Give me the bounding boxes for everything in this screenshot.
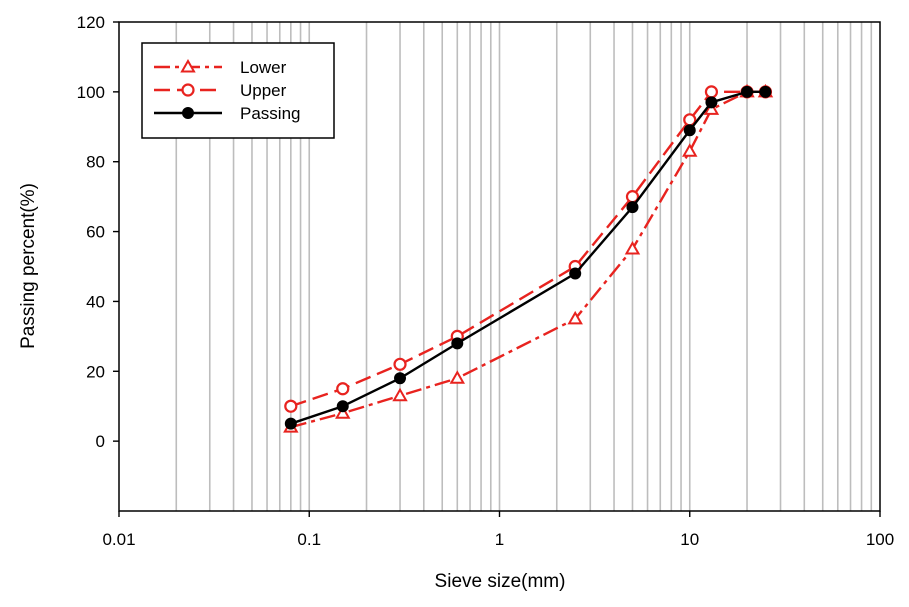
x-tick-label: 1 bbox=[495, 530, 504, 549]
data-point-passing bbox=[336, 400, 349, 413]
y-axis-title: Passing percent(%) bbox=[18, 183, 39, 349]
series-group bbox=[283, 83, 774, 433]
data-point-passing bbox=[741, 85, 754, 98]
series-line-passing bbox=[290, 90, 766, 425]
data-point-upper bbox=[393, 357, 407, 371]
data-point-upper bbox=[704, 85, 719, 99]
series-upper bbox=[284, 85, 773, 413]
data-point-lower bbox=[449, 370, 466, 384]
data-point-passing bbox=[451, 337, 464, 350]
legend-marker-upper bbox=[181, 83, 195, 97]
legend-box bbox=[141, 42, 335, 139]
data-point-lower bbox=[624, 241, 641, 255]
x-tick-label: 0.01 bbox=[102, 530, 135, 549]
series-passing bbox=[284, 85, 772, 430]
series-line-lower bbox=[290, 90, 766, 429]
data-point-passing bbox=[705, 96, 718, 109]
series-lower bbox=[283, 83, 774, 433]
y-tick-label: 0 bbox=[96, 432, 105, 451]
y-tick-label: 80 bbox=[86, 153, 105, 172]
data-point-lower bbox=[335, 405, 351, 419]
data-point-upper bbox=[284, 399, 298, 413]
y-tick-label: 120 bbox=[77, 13, 105, 32]
data-point-passing bbox=[759, 85, 772, 98]
legend-marker-passing bbox=[182, 107, 194, 119]
data-point-lower bbox=[682, 143, 698, 157]
data-point-passing bbox=[626, 201, 639, 214]
data-point-lower bbox=[392, 387, 408, 402]
data-point-lower bbox=[567, 310, 583, 325]
axis-ticks: 0 20 40 60 80 100 120 0.01 0.1 1 10 100 bbox=[77, 13, 895, 549]
data-point-upper bbox=[336, 382, 350, 396]
y-tick-label: 100 bbox=[77, 83, 105, 102]
y-tick-label: 40 bbox=[86, 292, 105, 311]
x-tick-label: 10 bbox=[680, 530, 699, 549]
data-point-passing bbox=[569, 267, 582, 280]
legend-label-lower: Lower bbox=[240, 58, 287, 77]
legend-label-upper: Upper bbox=[240, 81, 287, 100]
data-point-passing bbox=[284, 417, 297, 430]
legend: Lower Upper Passing bbox=[141, 42, 335, 139]
x-tick-label: 0.1 bbox=[297, 530, 321, 549]
x-axis-title: Sieve size(mm) bbox=[435, 571, 566, 592]
legend-label-passing: Passing bbox=[240, 104, 300, 123]
x-tick-label: 100 bbox=[866, 530, 894, 549]
y-tick-label: 60 bbox=[86, 223, 105, 242]
legend-marker-lower bbox=[180, 58, 196, 73]
data-point-passing bbox=[683, 124, 696, 137]
data-point-lower bbox=[703, 101, 720, 115]
series-line-upper bbox=[290, 90, 766, 408]
y-tick-label: 20 bbox=[86, 362, 105, 381]
data-point-passing bbox=[394, 372, 407, 385]
